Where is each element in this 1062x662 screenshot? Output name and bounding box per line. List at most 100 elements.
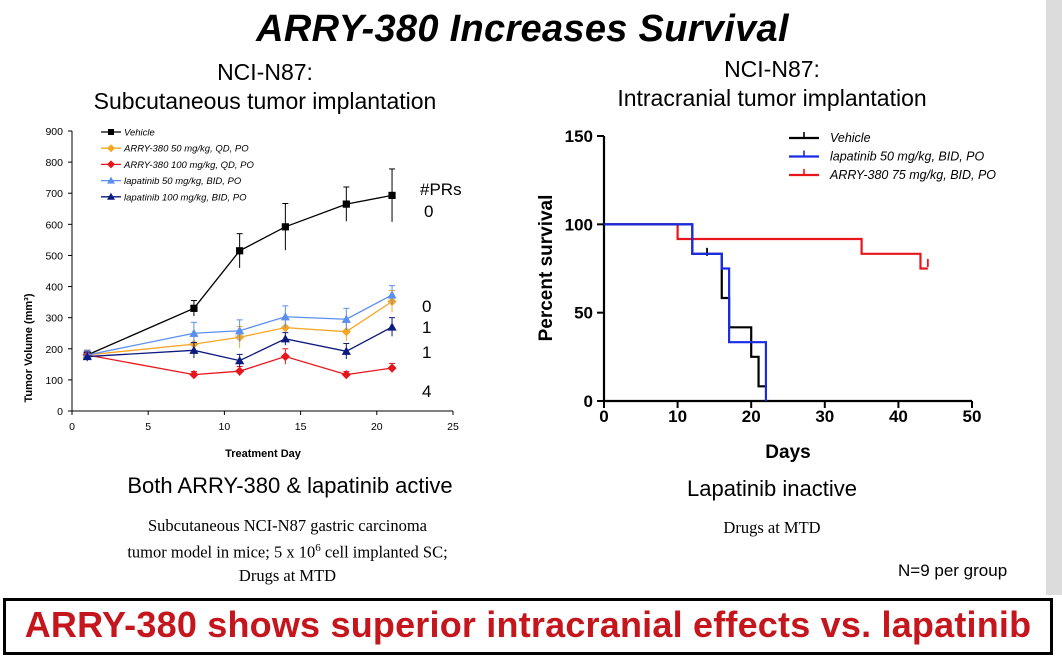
c1-y-tick-label: 800 bbox=[45, 157, 63, 169]
left-note-line2-post: cell implanted SC; bbox=[320, 542, 448, 562]
c1-x-tick-label: 5 bbox=[145, 421, 151, 433]
c1-y-tick-label: 600 bbox=[45, 219, 63, 231]
survival-chart: 0 50 100 150 0 10 20 30 40 50 Vehicle lapatinib 50… bbox=[536, 127, 996, 463]
c1-legend-marker bbox=[107, 192, 115, 200]
c1-data-point bbox=[190, 304, 198, 312]
c2-series-group bbox=[604, 223, 929, 401]
c1-data-point bbox=[189, 370, 199, 380]
c1-y-tick-label: 300 bbox=[45, 313, 63, 325]
c1-data-point bbox=[341, 346, 351, 355]
c1-data-point bbox=[387, 322, 397, 331]
pr-count-lap50: 1 bbox=[422, 318, 432, 337]
c1-x-tick-label: 0 bbox=[69, 421, 75, 433]
c1-data-point bbox=[189, 345, 199, 354]
c2-axes: 0 50 100 150 0 10 20 30 40 50 bbox=[565, 127, 982, 426]
c2-y-tick-label: 0 bbox=[584, 392, 593, 411]
c1-legend-label: lapatinib 50 mg/kg, BID, PO bbox=[124, 176, 242, 187]
window-edge bbox=[1046, 0, 1062, 595]
c1-series-4 bbox=[82, 317, 397, 367]
pr-count-arry100: 4 bbox=[422, 382, 432, 401]
left-note-line3: Drugs at MTD bbox=[238, 565, 337, 585]
prs-header: #PRs bbox=[420, 180, 462, 199]
c2-series-0 bbox=[604, 223, 766, 388]
c1-data-point bbox=[280, 312, 290, 321]
left-panel-title: NCI-N87: Subcutaneous tumor implantation bbox=[60, 58, 470, 116]
left-caption: Both ARRY-380 & lapatinib active bbox=[127, 473, 453, 498]
c1-y-tick-label: 100 bbox=[45, 375, 63, 387]
c1-series-line bbox=[87, 326, 393, 362]
pr-count-lap100: 1 bbox=[422, 343, 432, 362]
c1-data-point bbox=[342, 200, 350, 208]
c1-legend-label: ARRY-380 100 mg/kg, QD, PO bbox=[123, 160, 254, 171]
c1-data-point bbox=[82, 351, 92, 361]
c1-x-tick-label: 20 bbox=[371, 421, 383, 433]
left-title-line2: Subcutaneous tumor implantation bbox=[93, 88, 437, 114]
slide-title: ARRY-380 Increases Survival bbox=[256, 8, 789, 50]
c2-x-tick-label: 30 bbox=[815, 407, 834, 426]
c2-y-tick-label: 50 bbox=[574, 304, 593, 323]
c1-y-tick-label: 900 bbox=[45, 126, 63, 138]
right-title-line1: NCI-N87: bbox=[724, 56, 820, 82]
c2-x-axis-label: Days bbox=[765, 442, 810, 463]
c1-y-axis-label: Tumor Volume (mm³) bbox=[23, 293, 35, 402]
c2-survival-curve bbox=[604, 223, 768, 401]
pr-count-arry50: 0 bbox=[422, 297, 432, 316]
left-note-line2-pre: tumor model in mice; 5 x 10 bbox=[127, 542, 316, 562]
c1-series-3 bbox=[82, 285, 397, 360]
c2-legend-label: ARRY-380 75 mg/kg, BID, PO bbox=[829, 168, 996, 182]
c2-legend-label: Vehicle bbox=[830, 131, 871, 145]
c1-data-point bbox=[341, 370, 351, 380]
c1-data-point bbox=[387, 290, 397, 299]
c1-legend-label: Vehicle bbox=[124, 128, 155, 139]
c1-y-tick-label: 400 bbox=[45, 282, 63, 294]
c2-legend-label: lapatinib 50 mg/kg, BID, PO bbox=[830, 150, 985, 164]
c1-x-tick-label: 15 bbox=[295, 421, 307, 433]
c1-data-point bbox=[280, 334, 290, 343]
left-note: Subcutaneous NCI-N87 gastric carcinoma t… bbox=[60, 514, 515, 587]
c1-legend-label: ARRY-380 50 mg/kg, QD, PO bbox=[123, 144, 249, 155]
c1-series-line bbox=[87, 300, 393, 356]
c1-data-point bbox=[235, 356, 245, 365]
c1-legend-marker bbox=[107, 176, 115, 184]
c2-x-tick-label: 10 bbox=[668, 407, 687, 426]
c1-y-tick-label: 700 bbox=[45, 188, 63, 200]
c2-survival-curve bbox=[604, 223, 928, 270]
c2-survival-curve bbox=[604, 223, 766, 388]
c2-y-tick-label: 150 bbox=[565, 127, 593, 146]
left-title-line1: NCI-N87: bbox=[217, 59, 313, 85]
left-note-line2-sup: 6 bbox=[315, 542, 321, 554]
c2-series-1 bbox=[604, 223, 768, 401]
c2-y-tick-label: 100 bbox=[565, 215, 593, 234]
right-caption: Lapatinib inactive bbox=[686, 476, 857, 501]
c1-y-tick-label: 200 bbox=[45, 344, 63, 356]
pr-count-vehicle: 0 bbox=[424, 202, 434, 221]
c2-x-tick-label: 0 bbox=[599, 407, 608, 426]
c1-data-point bbox=[236, 247, 244, 255]
c1-legend-marker bbox=[107, 160, 115, 169]
c2-legend: Vehicle lapatinib 50 mg/kg, BID, PO ARRY-3… bbox=[789, 131, 996, 182]
c2-x-tick-label: 20 bbox=[742, 407, 761, 426]
c2-series-2 bbox=[604, 223, 929, 270]
c1-data-point bbox=[235, 326, 245, 335]
c2-x-tick-label: 50 bbox=[963, 407, 982, 426]
right-panel-title: NCI-N87: Intracranial tumor implantation bbox=[560, 55, 984, 113]
c1-data-point bbox=[281, 223, 289, 231]
c1-y-tick-label: 500 bbox=[45, 250, 63, 262]
c2-y-axis-label: Percent survival bbox=[536, 195, 557, 342]
c1-data-point bbox=[341, 314, 351, 323]
c1-data-point bbox=[189, 328, 199, 337]
c1-series-line bbox=[86, 194, 393, 356]
c1-data-point bbox=[235, 366, 245, 376]
left-note-line2: tumor model in mice; 5 x 106 cell implan… bbox=[60, 537, 515, 564]
c1-series-line bbox=[87, 294, 393, 356]
c1-x-tick-label: 25 bbox=[447, 421, 459, 433]
c1-data-point bbox=[388, 191, 396, 199]
c1-legend-marker bbox=[108, 129, 114, 135]
left-note-line1: Subcutaneous NCI-N87 gastric carcinoma bbox=[147, 516, 428, 535]
c1-data-point bbox=[280, 351, 290, 362]
c1-x-tick-label: 10 bbox=[219, 421, 231, 433]
right-title-line2: Intracranial tumor implantation bbox=[617, 85, 927, 111]
c2-x-tick-label: 40 bbox=[889, 407, 908, 426]
